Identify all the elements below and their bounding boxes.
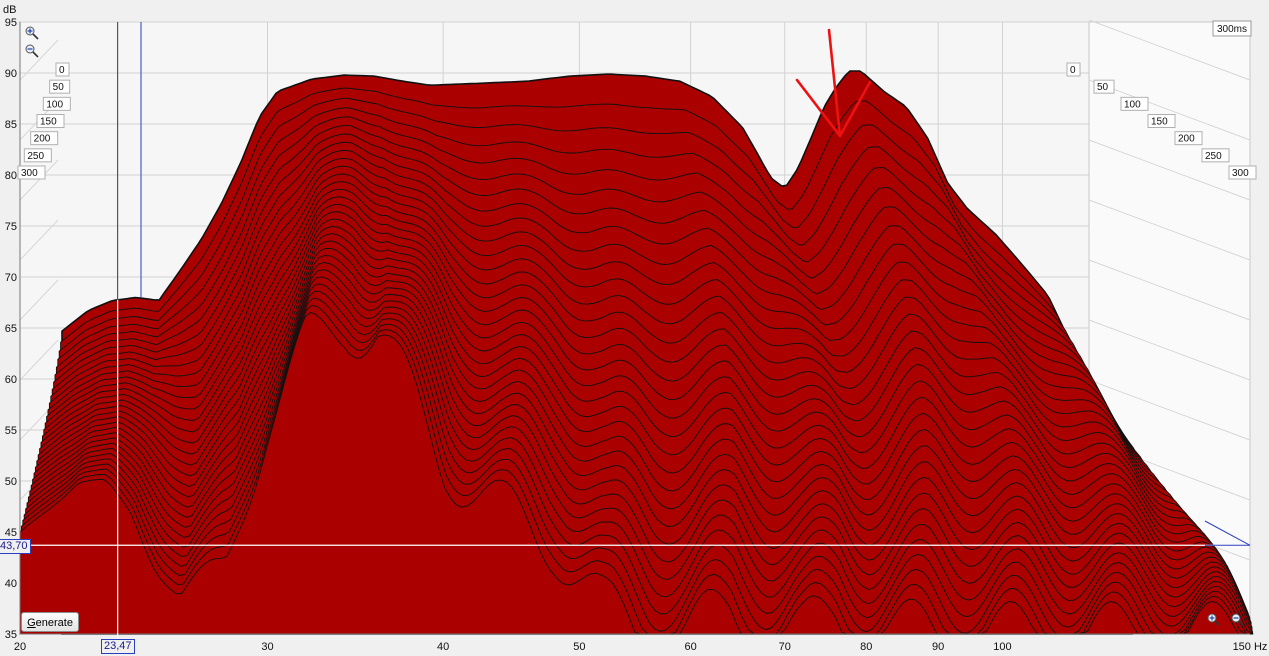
x-tick-label: 20 xyxy=(14,641,26,653)
x-tick-label: 100 xyxy=(993,641,1011,653)
x-tick-label: 90 xyxy=(932,641,944,653)
time-tick-label: 250 xyxy=(27,151,44,162)
time-tick-label: 250 xyxy=(1205,151,1222,162)
time-tick-label: 200 xyxy=(1178,134,1195,145)
time-tick-labels-right: 0 50 100 150 200 250 300 xyxy=(1066,62,1257,180)
y-tick-label: 85 xyxy=(5,119,17,131)
y-tick-label: 45 xyxy=(5,527,17,539)
x-tick-label: 60 xyxy=(685,641,697,653)
time-tick-left: 200 xyxy=(30,131,59,146)
time-tick-label: 0 xyxy=(59,65,65,76)
time-tick-right: 0 xyxy=(1066,62,1081,77)
left-wall-grid xyxy=(19,159,59,201)
axes xyxy=(19,22,1250,635)
zoom-out-x-icon[interactable] xyxy=(1231,613,1244,626)
time-tick-right: 300 xyxy=(1228,165,1257,180)
generate-button[interactable]: Generate xyxy=(21,612,79,632)
y-tick-label: 35 xyxy=(5,629,17,641)
time-tick-left: 100 xyxy=(42,96,71,111)
time-tick-label: 150 xyxy=(40,117,57,128)
time-tick-left: 300 xyxy=(17,165,46,180)
zoom-in-icon[interactable] xyxy=(25,26,39,40)
time-range-label-box: 300ms xyxy=(1212,20,1252,37)
zoom-out-icon[interactable] xyxy=(25,44,39,58)
zoom-controls-bottom[interactable] xyxy=(1207,613,1244,626)
right-wall-grid xyxy=(1088,379,1251,441)
right-wall-grid xyxy=(1088,19,1251,81)
time-tick-label: 50 xyxy=(1097,82,1109,93)
x-tick-label: 40 xyxy=(437,641,449,653)
right-wall-grid xyxy=(1088,139,1251,201)
left-wall-grid xyxy=(19,339,59,381)
right-wall-grid xyxy=(1088,79,1251,141)
y-tick-label: 70 xyxy=(5,272,17,284)
y-tick-label: 90 xyxy=(5,68,17,80)
time-tick-label: 100 xyxy=(1124,99,1141,110)
time-tick-left: 50 xyxy=(49,79,71,94)
y-tick-label: 55 xyxy=(5,425,17,437)
x-tick-label: 50 xyxy=(573,641,585,653)
y-tick-label: 40 xyxy=(5,578,17,590)
y-tick-labels: 95 90 85 80 75 70 65 60 55 50 45 40 35 xyxy=(5,17,17,641)
time-tick-label: 300 xyxy=(1232,168,1249,179)
zoom-controls-top[interactable] xyxy=(25,26,39,58)
time-tick-label: 100 xyxy=(46,99,63,110)
y-axis-label: dB xyxy=(3,4,16,16)
time-tick-labels-left: 0 50 100 150 200 250 300 xyxy=(17,62,71,180)
x-tick-label: 80 xyxy=(860,641,872,653)
y-tick-label: 75 xyxy=(5,221,17,233)
time-tick-right: 200 xyxy=(1174,131,1203,146)
time-tick-right: 150 xyxy=(1147,114,1176,128)
time-range-label: 300ms xyxy=(1217,24,1247,35)
y-tick-label: 95 xyxy=(5,17,17,29)
overlay xyxy=(20,22,1251,640)
time-tick-right: 250 xyxy=(1201,148,1230,163)
cursor-y-readout: 43,70 xyxy=(0,539,31,554)
time-tick-label: 150 xyxy=(1151,117,1168,128)
left-wall-grid xyxy=(19,39,59,81)
time-tick-label: 0 xyxy=(1070,65,1076,76)
cursor-x-readout: 23,47 xyxy=(101,639,135,654)
red-arrow-icon xyxy=(795,28,872,138)
left-wall-grid xyxy=(19,279,59,321)
x-tick-label: 70 xyxy=(779,641,791,653)
time-tick-label: 50 xyxy=(53,82,65,93)
time-tick-left: 150 xyxy=(36,114,65,128)
y-tick-label: 80 xyxy=(5,170,17,182)
time-tick-right: 50 xyxy=(1093,79,1115,94)
time-tick-label: 300 xyxy=(21,168,38,179)
cursor-depth-line xyxy=(1204,520,1251,546)
time-tick-label: 200 xyxy=(34,134,51,145)
time-tick-left: 250 xyxy=(23,148,52,163)
zoom-in-x-icon[interactable] xyxy=(1207,613,1220,626)
y-tick-label: 65 xyxy=(5,323,17,335)
y-tick-label: 60 xyxy=(5,374,17,386)
right-wall-grid xyxy=(1088,319,1251,381)
x-tick-labels: 20 30 40 50 60 70 80 90 100 150 Hz xyxy=(14,641,1268,653)
right-wall-grid xyxy=(1088,199,1251,261)
x-tick-label: 30 xyxy=(261,641,273,653)
generate-label-rest: enerate xyxy=(35,617,73,629)
time-tick-left: 0 xyxy=(55,62,70,77)
waterfall-slices xyxy=(19,70,1254,635)
left-wall-grid xyxy=(19,219,59,261)
y-tick-label: 50 xyxy=(5,476,17,488)
time-tick-right: 100 xyxy=(1120,96,1149,111)
generate-accesskey: G xyxy=(27,617,36,629)
x-tick-label: 150 Hz xyxy=(1233,641,1268,653)
right-wall-grid xyxy=(1088,259,1251,321)
